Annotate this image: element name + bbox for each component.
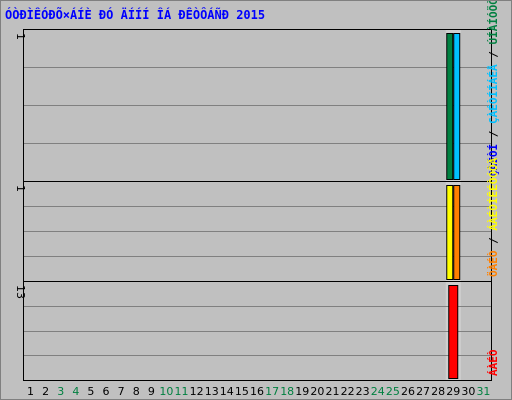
side-legend-bottom: ÁÀÉÒ [487,349,500,376]
x-tick-label: 17 [265,385,279,398]
x-tick-label: 1 [27,385,34,398]
legend-segment: ÚÍÀÍÓÖÒ [486,1,500,45]
bar-top-1 [446,33,454,180]
side-legend-middle: ÖÀÉÒ / ÁÀÉÒÍÊÉÒÓÔÄ [486,157,500,277]
x-tick-label: 14 [220,385,234,398]
legend-segment: / [487,45,500,65]
x-tick-label: 20 [310,385,324,398]
chart-title: ÓÒÐÌÊÓÐÕ×ÁÍÈ ÐÓ ÄÍÍÍ ÎÁ ÐÊÒÔÁÑÐ 2015 [5,8,266,22]
x-tick-label: 6 [103,385,110,398]
x-tick-label: 13 [205,385,219,398]
x-tick-label: 31 [476,385,490,398]
bar-middle-1 [446,185,454,280]
x-tick-label: 12 [190,385,204,398]
x-tick-label: 22 [341,385,355,398]
x-tick-label: 24 [371,385,385,398]
x-tick-label: 26 [401,385,415,398]
legend-segment: ÇÀÉÒÍÍÁÉÅ [487,64,500,124]
side-legend-top: ÇÀÉÒÍ / ÇÀÉÒÍÍÁÉÅ / ÚÍÀÍÓÖÒ [486,1,500,177]
x-tick-label: 5 [87,385,94,398]
legend-segment: ÖÀÉÒ [486,250,500,277]
y-max-label: 1 [14,33,27,40]
x-tick-label: 18 [280,385,294,398]
x-tick-label: 30 [461,385,475,398]
bar-top-2 [453,33,461,180]
y-max-label: 13 [14,285,27,299]
legend-segment: ÁÀÉÒ [487,349,500,376]
y-max-label: 1 [14,185,27,192]
x-tick-label: 21 [325,385,339,398]
x-tick-label: 11 [175,385,189,398]
legend-segment: ÁÀÉÒÍÊÉÒÓÔÄ [486,157,500,230]
x-tick-label: 29 [446,385,460,398]
x-tick-label: 16 [250,385,264,398]
legend-segment: / [487,231,500,251]
x-tick-label: 3 [57,385,64,398]
x-tick-label: 2 [42,385,49,398]
x-tick-label: 19 [295,385,309,398]
x-tick-label: 10 [159,385,173,398]
x-tick-label: 9 [148,385,155,398]
x-tick-label: 4 [72,385,79,398]
x-tick-label: 28 [431,385,445,398]
x-tick-label: 7 [118,385,125,398]
x-tick-label: 23 [356,385,370,398]
x-tick-label: 27 [416,385,430,398]
bar-bottom-1 [448,285,459,379]
panel-bottom [23,281,492,381]
x-tick-label: 8 [133,385,140,398]
legend-segment: / [487,124,500,144]
x-tick-label: 15 [235,385,249,398]
x-tick-label: 25 [386,385,400,398]
legend-segment: ÇÀÉÒÍ [487,144,500,177]
bar-middle-2 [453,185,461,280]
